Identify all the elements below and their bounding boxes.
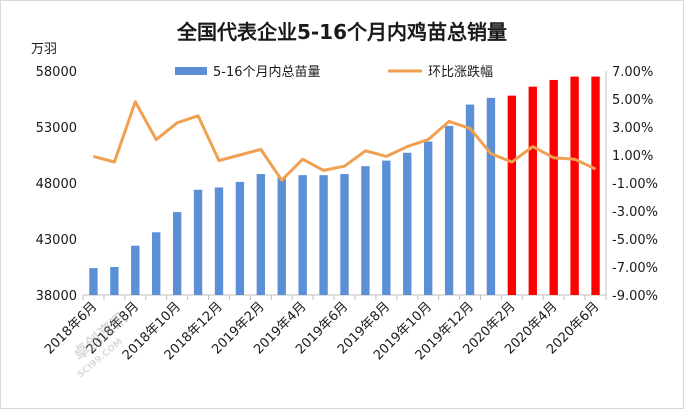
bar-2018年12月 (214, 187, 224, 295)
x-axis-ticks: 2018年6月2018年8月2018年10月2018年12月2019年2月201… (42, 299, 602, 363)
bar-2019年6月 (340, 174, 349, 295)
line-point-2019年10月 (427, 139, 429, 141)
bar-2019年3月 (277, 177, 286, 295)
line-point-2019年9月 (406, 146, 408, 148)
line-point-2019年1月 (239, 154, 241, 156)
line-point-2018年12月 (218, 160, 220, 162)
left-axis-ticks: 38000 43000 48000 53000 58000 (36, 65, 77, 304)
line-series (92, 100, 597, 182)
left-tick-label: 58000 (36, 65, 77, 80)
line-point-2019年12月 (469, 127, 471, 129)
right-tick-label: -3.00% (612, 205, 658, 220)
bar-2019年12月 (465, 104, 475, 295)
right-tick-label: -9.00% (612, 289, 658, 304)
line-point-2019年8月 (385, 155, 387, 157)
line-point-2018年7月 (113, 161, 115, 163)
legend-line-label: 环比涨跌幅 (428, 64, 493, 80)
line-point-2019年2月 (260, 148, 262, 150)
line-point-2019年6月 (344, 165, 345, 167)
bar-2020年6月 (591, 76, 600, 295)
line-point-2019年5月 (323, 169, 325, 171)
line-point-2019年4月 (302, 158, 304, 160)
line-point-2019年7月 (364, 150, 366, 152)
right-tick-label: -7.00% (612, 261, 658, 276)
right-tick-label: 7.00% (612, 65, 653, 80)
bar-2019年8月 (382, 160, 391, 295)
bar-2020年4月 (549, 79, 558, 296)
line-point-2020年5月 (574, 158, 576, 160)
bar-2019年7月 (361, 166, 370, 295)
bar-2019年11月 (444, 125, 454, 295)
line-point-2018年11月 (197, 115, 199, 117)
left-tick-label: 53000 (36, 121, 77, 136)
line-path (93, 100, 597, 182)
bar-series (89, 76, 600, 296)
bar-2019年9月 (403, 152, 412, 295)
chart-title: 全国代表企业5-16个月内鸡苗总销量 (176, 20, 507, 44)
right-tick-label: 1.00% (612, 149, 653, 164)
line-point-2019年11月 (448, 120, 450, 122)
right-axis-ticks: -9.00% -7.00% -5.00% -3.00% -1.00% 1.00% 3.00%… (612, 65, 658, 304)
line-point-2020年3月 (532, 146, 534, 148)
bar-2020年3月 (528, 86, 537, 296)
line-point-2018年6月 (92, 155, 94, 157)
bar-2020年1月 (486, 97, 496, 295)
right-tick-label: -5.00% (612, 233, 658, 248)
bar-2018年9月 (152, 232, 161, 295)
legend-bar-label: 5-16个月内总苗量 (213, 64, 321, 80)
line-point-2018年9月 (155, 139, 157, 141)
bar-2019年2月 (256, 174, 266, 295)
right-tick-label: 3.00% (612, 121, 653, 136)
line-point-2020年4月 (553, 157, 555, 159)
line-point-2020年1月 (490, 153, 492, 155)
legend-bar-swatch (175, 67, 207, 75)
left-axis-unit: 万羽 (31, 42, 57, 57)
right-tick-label: -1.00% (612, 177, 658, 192)
left-tick-label: 43000 (36, 233, 77, 248)
bar-2019年10月 (423, 141, 433, 295)
bar-2019年4月 (298, 175, 307, 295)
bar-2018年6月 (89, 268, 98, 295)
bar-2018年11月 (193, 189, 203, 295)
bar-2019年5月 (319, 175, 328, 295)
bar-2020年5月 (570, 76, 579, 295)
line-point-2019年3月 (281, 179, 283, 181)
bar-2018年7月 (110, 267, 119, 295)
line-point-2018年8月 (134, 101, 136, 103)
legend: 5-16个月内总苗量 环比涨跌幅 (175, 64, 493, 80)
left-tick-label: 48000 (36, 177, 77, 192)
left-tick-label: 38000 (36, 289, 77, 304)
bar-2019年1月 (235, 181, 245, 295)
bar-2018年10月 (172, 212, 182, 295)
right-tick-label: 5.00% (612, 93, 653, 108)
bar-2018年8月 (131, 245, 140, 295)
line-point-2020年6月 (595, 168, 597, 170)
bar-2020年2月 (507, 95, 517, 295)
axes (82, 71, 607, 300)
line-point-2020年2月 (511, 161, 513, 163)
line-point-2018年10月 (176, 122, 178, 124)
